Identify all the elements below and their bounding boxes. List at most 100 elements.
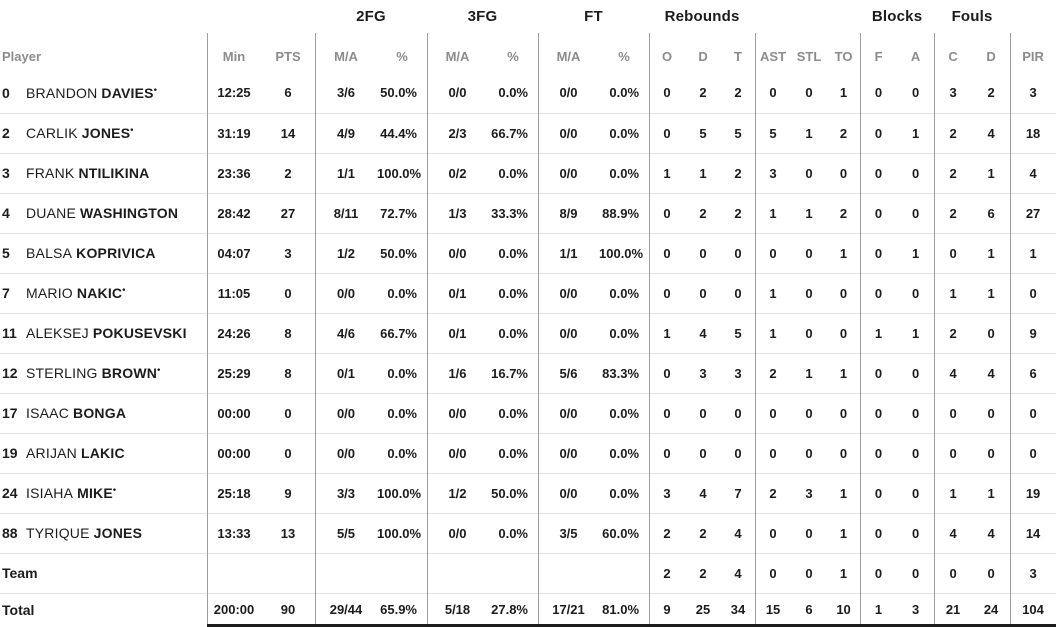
stat-cell-blk_a: 0 bbox=[911, 365, 920, 381]
stat-cell-reb_t: 2 bbox=[734, 165, 742, 181]
player-number: 4 bbox=[2, 205, 10, 221]
stat-cell-fg2_ma: 0/0 bbox=[336, 285, 356, 301]
stat-cell-ft_ma bbox=[538, 553, 599, 593]
stat-cell-reb_o: 9 bbox=[663, 602, 671, 618]
player-last-name: NTILIKINA bbox=[78, 165, 150, 181]
player-name-cell: 5 BALSA KOPRIVICA bbox=[0, 233, 207, 273]
column-divider bbox=[755, 33, 756, 627]
total-label: Total bbox=[2, 601, 35, 618]
stat-cell-fg2_ma: 4/6 bbox=[336, 325, 356, 341]
stat-cell-fg3_pct: 0.0% bbox=[498, 325, 528, 341]
column-header-blk-a: A bbox=[910, 48, 921, 64]
player-name-cell: 88 TYRIQUE JONES bbox=[0, 513, 207, 553]
player-name-cell: 17 ISAAC BONGA bbox=[0, 393, 207, 433]
stat-cell-pts: 0 bbox=[284, 405, 292, 421]
stat-cell-fg2_pct: 0.0% bbox=[387, 445, 417, 461]
stat-cell-min: 00:00 bbox=[217, 405, 251, 421]
player-first-name: ISAAC bbox=[26, 405, 70, 421]
stat-cell-blk_f: 0 bbox=[874, 85, 883, 101]
player-last-name: JONES bbox=[81, 125, 131, 141]
stat-cell-fg2_pct: 65.9% bbox=[380, 602, 417, 618]
stat-cell-foul_d: 0 bbox=[987, 565, 995, 581]
stat-cell-ast: 2 bbox=[769, 365, 777, 381]
stat-cell-ast: 0 bbox=[769, 565, 777, 581]
stat-cell-fg3_pct: 66.7% bbox=[491, 125, 528, 141]
stat-cell-reb_o: 2 bbox=[663, 525, 671, 541]
stat-cell-fg2_ma bbox=[315, 553, 377, 593]
stat-cell-reb_d: 0 bbox=[699, 405, 707, 421]
stat-cell-to: 2 bbox=[839, 125, 848, 141]
stat-cell-reb_d: 1 bbox=[699, 165, 707, 181]
stat-cell-foul_d: 2 bbox=[987, 85, 995, 101]
stat-cell-ast: 5 bbox=[769, 125, 777, 141]
stat-cell-blk_a: 0 bbox=[911, 285, 920, 301]
column-header-player: Player bbox=[2, 48, 42, 64]
stat-cell-reb_d: 25 bbox=[695, 602, 711, 618]
player-number: 11 bbox=[2, 325, 17, 341]
stat-cell-fg3_ma: 1/3 bbox=[448, 205, 467, 221]
stat-cell-min: 12:25 bbox=[217, 85, 251, 101]
stat-cell-fg3_ma bbox=[427, 553, 488, 593]
stat-cell-reb_t: 2 bbox=[734, 85, 742, 101]
spacer bbox=[0, 0, 207, 33]
stat-cell-to: 0 bbox=[839, 445, 848, 461]
stat-cell-foul_c: 2 bbox=[949, 125, 957, 141]
player-first-name: MARIO bbox=[26, 285, 73, 301]
player-first-name: STERLING bbox=[26, 365, 98, 381]
stat-cell-stl: 1 bbox=[805, 205, 813, 221]
group-header-2fg: 2FG bbox=[356, 8, 386, 25]
player-name-cell: 0 BRANDON DAVIES• bbox=[0, 73, 207, 113]
column-header-pir: PIR bbox=[1022, 48, 1044, 64]
stat-cell-pir: 1 bbox=[1029, 245, 1037, 261]
stat-cell-foul_d: 4 bbox=[987, 365, 995, 381]
player-first-name: ARIJAN bbox=[26, 445, 77, 461]
column-header-reb-t: T bbox=[734, 48, 742, 64]
stat-cell-fg2_ma: 4/9 bbox=[336, 125, 356, 141]
stat-cell-fg3_ma: 0/2 bbox=[448, 165, 467, 181]
table-header: 2FG 3FG FT Rebounds Blocks Fouls Player … bbox=[0, 0, 1056, 73]
player-number: 0 bbox=[2, 84, 10, 101]
player-last-name: KOPRIVICA bbox=[76, 245, 156, 261]
spacer bbox=[755, 0, 860, 33]
stat-cell-foul_c: 1 bbox=[949, 285, 957, 301]
column-divider bbox=[1010, 33, 1011, 627]
player-row: 19 ARIJAN LAKIC 00:00 0 0/0 0.0% 0/0 0.0% 0/0 0.0%… bbox=[0, 433, 1056, 473]
stat-cell-fg2_ma: 0/0 bbox=[336, 445, 356, 461]
stat-cell-ft_ma: 1/1 bbox=[559, 245, 578, 261]
spacer bbox=[207, 0, 315, 33]
player-last-name: JONES bbox=[93, 525, 143, 541]
stat-cell-reb_d: 2 bbox=[699, 565, 707, 581]
stat-cell-reb_t: 0 bbox=[734, 445, 742, 461]
stat-cell-min: 11:05 bbox=[217, 285, 251, 301]
stat-cell-reb_t: 34 bbox=[730, 602, 746, 618]
stat-cell-pts: 27 bbox=[280, 205, 296, 221]
stat-cell-ft_pct: 0.0% bbox=[609, 125, 640, 141]
stat-cell-fg2_ma: 0/1 bbox=[336, 365, 356, 381]
stat-cell-fg2_pct: 50.0% bbox=[380, 245, 417, 261]
stat-cell-min: 31:19 bbox=[217, 125, 251, 141]
stat-cell-reb_t: 4 bbox=[734, 525, 742, 541]
stat-cell-reb_t: 0 bbox=[734, 405, 742, 421]
stat-cell-ft_ma: 0/0 bbox=[559, 485, 578, 501]
stat-cell-ast: 0 bbox=[769, 245, 777, 261]
stat-cell-fg3_ma: 0/0 bbox=[448, 445, 467, 461]
stat-cell-ft_pct: 0.0% bbox=[609, 165, 640, 181]
player-name-cell: 19 ARIJAN LAKIC bbox=[0, 433, 207, 473]
stat-cell-pir: 3 bbox=[1029, 565, 1037, 581]
column-divider bbox=[934, 33, 935, 627]
player-name-cell: 4 DUANE WASHINGTON bbox=[0, 193, 207, 233]
stat-cell-stl: 0 bbox=[805, 445, 813, 461]
team-row: Team 2 2 4 0 0 1 0 0 0 0 3 bbox=[0, 553, 1056, 593]
stat-cell-reb_o: 0 bbox=[663, 365, 671, 381]
stat-cell-ast: 0 bbox=[769, 85, 777, 101]
stat-cell-stl: 1 bbox=[805, 365, 813, 381]
column-header-ft-ma: M/A bbox=[556, 48, 581, 64]
stat-cell-to: 0 bbox=[839, 285, 848, 301]
player-last-name: WASHINGTON bbox=[80, 205, 179, 221]
stat-cell-ft_pct: 0.0% bbox=[609, 485, 640, 501]
stat-cell-to: 1 bbox=[839, 85, 848, 101]
stat-cell-reb_o: 0 bbox=[663, 405, 671, 421]
stat-cell-pts: 2 bbox=[284, 165, 292, 181]
stat-cell-ast: 0 bbox=[769, 525, 777, 541]
stat-cell-blk_f: 1 bbox=[874, 602, 883, 618]
